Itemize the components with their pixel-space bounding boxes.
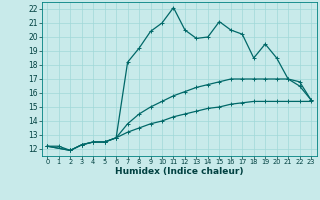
X-axis label: Humidex (Indice chaleur): Humidex (Indice chaleur) [115,167,244,176]
